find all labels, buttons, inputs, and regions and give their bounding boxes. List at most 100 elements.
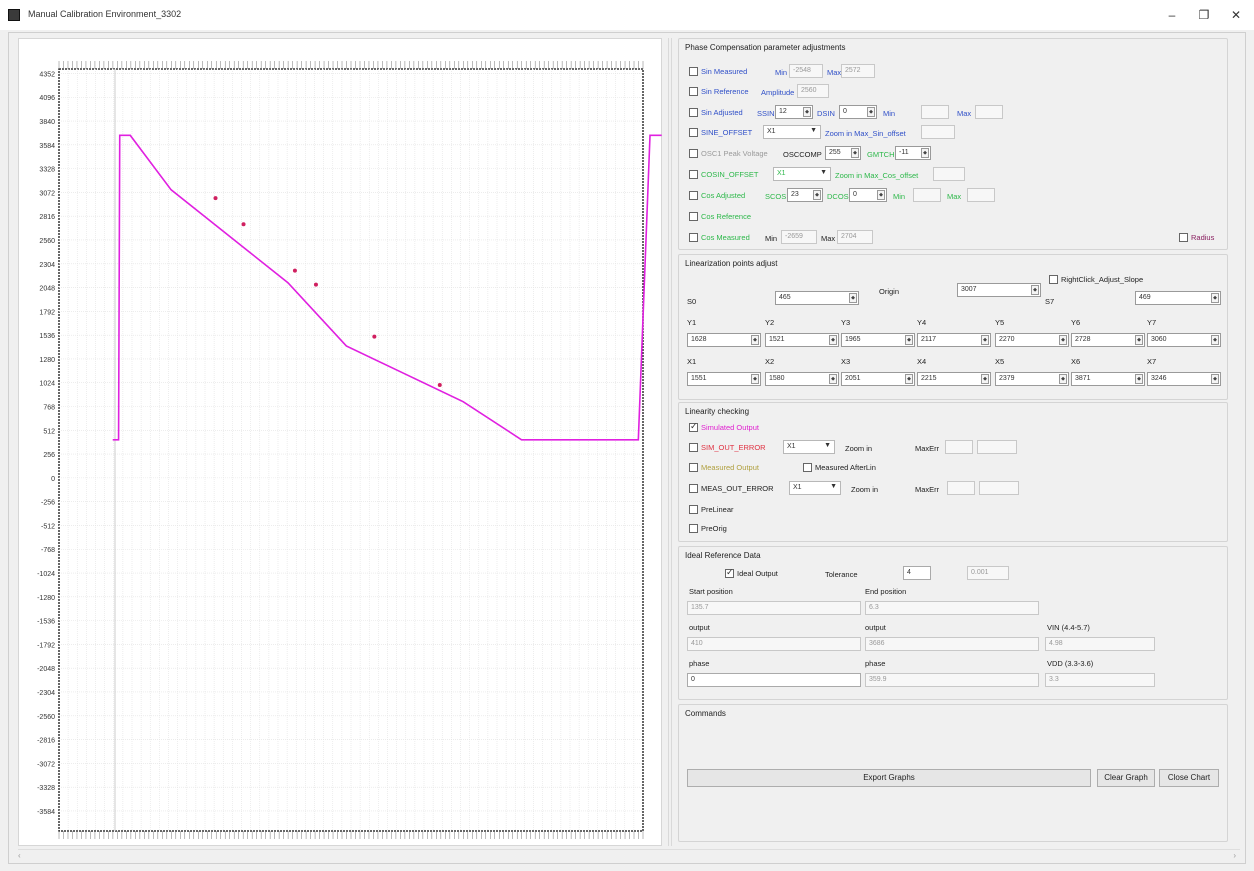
x1-spin-arrows[interactable]: ◆ bbox=[751, 374, 759, 384]
ssin-spinbox[interactable]: 12 ◆ bbox=[775, 105, 813, 119]
y1-spin-arrows[interactable]: ◆ bbox=[751, 335, 759, 345]
maxerr-field-1b[interactable] bbox=[977, 440, 1017, 454]
prelinear-checkbox[interactable] bbox=[689, 505, 698, 514]
output-field-1[interactable]: 410 bbox=[687, 637, 861, 651]
close-chart-button[interactable]: Close Chart bbox=[1159, 769, 1219, 787]
sim-out-error-combo[interactable]: X1 ▼ bbox=[783, 440, 835, 454]
x6-spin-arrows[interactable]: ◆ bbox=[1135, 374, 1143, 384]
s7-spinbox[interactable]: 469 ◆ bbox=[1135, 291, 1221, 305]
export-graphs-button[interactable]: Export Graphs bbox=[687, 769, 1091, 787]
s0-spinbox[interactable]: 465 ◆ bbox=[775, 291, 859, 305]
measured-output-checkbox[interactable] bbox=[689, 463, 698, 472]
output-field-2[interactable]: 3686 bbox=[865, 637, 1039, 651]
gmtch-spinbox[interactable]: -11 ◆ bbox=[895, 146, 931, 160]
start-position-field[interactable]: 135.7 bbox=[687, 601, 861, 615]
chart-panel[interactable]: 4352 4096 3840 3584 3328 3072 2816 2560 2304 2048… bbox=[18, 38, 662, 846]
sin-adjusted-checkbox[interactable] bbox=[689, 108, 698, 117]
y6-spin-arrows[interactable]: ◆ bbox=[1135, 335, 1143, 345]
measured-afterlin-checkbox[interactable] bbox=[803, 463, 812, 472]
sin-min-field[interactable]: -2548 bbox=[789, 64, 823, 78]
maxerr-field-2a[interactable] bbox=[947, 481, 975, 495]
scroll-right-icon[interactable]: › bbox=[1233, 851, 1236, 860]
osccomp-spin-arrows[interactable]: ◆ bbox=[851, 148, 859, 158]
max-cos-offset-field[interactable] bbox=[933, 167, 965, 181]
x7-spin-arrows[interactable]: ◆ bbox=[1211, 374, 1219, 384]
cos-adj-min-field[interactable] bbox=[913, 188, 941, 202]
scos-spin-arrows[interactable]: ◆ bbox=[813, 190, 821, 200]
cos-max-field[interactable]: 2704 bbox=[837, 230, 873, 244]
y4-spinbox[interactable]: 2117 ◆ bbox=[917, 333, 991, 347]
cos-reference-checkbox[interactable] bbox=[689, 212, 698, 221]
dsin-spinbox[interactable]: 0 ◆ bbox=[839, 105, 877, 119]
y7-spin-arrows[interactable]: ◆ bbox=[1211, 335, 1219, 345]
ideal-output-checkbox[interactable] bbox=[725, 567, 734, 578]
sin-measured-checkbox[interactable] bbox=[689, 67, 698, 76]
vdd-field[interactable]: 3.3 bbox=[1045, 673, 1155, 687]
x3-spin-arrows[interactable]: ◆ bbox=[905, 374, 913, 384]
x2-spinbox[interactable]: 1580 ◆ bbox=[765, 372, 839, 386]
x5-spinbox[interactable]: 2379 ◆ bbox=[995, 372, 1069, 386]
cos-adjusted-checkbox[interactable] bbox=[689, 191, 698, 200]
maximize-button[interactable]: ❐ bbox=[1198, 8, 1210, 22]
y3-spin-arrows[interactable]: ◆ bbox=[905, 335, 913, 345]
s0-spin-arrows[interactable]: ◆ bbox=[849, 293, 857, 303]
osc1-checkbox[interactable] bbox=[689, 149, 698, 158]
scroll-left-icon[interactable]: ‹ bbox=[18, 851, 21, 860]
clear-graph-button[interactable]: Clear Graph bbox=[1097, 769, 1155, 787]
dcos-spinbox[interactable]: 0 ◆ bbox=[849, 188, 887, 202]
phase-field-1[interactable]: 0 bbox=[687, 673, 861, 687]
x6-spinbox[interactable]: 3871 ◆ bbox=[1071, 372, 1145, 386]
sine-offset-combo[interactable]: X1 ▼ bbox=[763, 125, 821, 139]
sine-offset-checkbox[interactable] bbox=[689, 128, 698, 137]
preorig-checkbox[interactable] bbox=[689, 524, 698, 533]
osccomp-spinbox[interactable]: 255 ◆ bbox=[825, 146, 861, 160]
calibration-chart[interactable]: 4352409638403584332830722816256023042048… bbox=[19, 39, 663, 847]
cos-adj-max-field[interactable] bbox=[967, 188, 995, 202]
ssin-spin-arrows[interactable]: ◆ bbox=[803, 107, 811, 117]
x3-spinbox[interactable]: 2051 ◆ bbox=[841, 372, 915, 386]
y4-spin-arrows[interactable]: ◆ bbox=[981, 335, 989, 345]
gmtch-spin-arrows[interactable]: ◆ bbox=[921, 148, 929, 158]
cosin-offset-checkbox[interactable] bbox=[689, 170, 698, 179]
phase-field-2[interactable]: 359.9 bbox=[865, 673, 1039, 687]
sin-adj-max-field[interactable] bbox=[975, 105, 1003, 119]
sim-out-error-checkbox[interactable] bbox=[689, 443, 698, 452]
x2-spin-arrows[interactable]: ◆ bbox=[829, 374, 837, 384]
y5-spinbox[interactable]: 2270 ◆ bbox=[995, 333, 1069, 347]
x4-spin-arrows[interactable]: ◆ bbox=[981, 374, 989, 384]
tolerance-value-field[interactable]: 0.001 bbox=[967, 566, 1009, 580]
meas-out-error-checkbox[interactable] bbox=[689, 484, 698, 493]
sin-reference-checkbox[interactable] bbox=[689, 87, 698, 96]
y2-spin-arrows[interactable]: ◆ bbox=[829, 335, 837, 345]
origin-spinbox[interactable]: 3007 ◆ bbox=[957, 283, 1041, 297]
y5-spin-arrows[interactable]: ◆ bbox=[1059, 335, 1067, 345]
maxerr-field-1a[interactable] bbox=[945, 440, 973, 454]
y7-spinbox[interactable]: 3060 ◆ bbox=[1147, 333, 1221, 347]
x5-spin-arrows[interactable]: ◆ bbox=[1059, 374, 1067, 384]
y3-spinbox[interactable]: 1965 ◆ bbox=[841, 333, 915, 347]
dsin-spin-arrows[interactable]: ◆ bbox=[867, 107, 875, 117]
radius-checkbox[interactable] bbox=[1179, 233, 1188, 242]
s7-spin-arrows[interactable]: ◆ bbox=[1211, 293, 1219, 303]
x1-spinbox[interactable]: 1551 ◆ bbox=[687, 372, 761, 386]
y6-spinbox[interactable]: 2728 ◆ bbox=[1071, 333, 1145, 347]
maxerr-field-2b[interactable] bbox=[979, 481, 1019, 495]
horizontal-scrollbar[interactable]: ‹ › bbox=[18, 849, 1240, 861]
close-button[interactable]: ✕ bbox=[1230, 8, 1242, 22]
end-position-field[interactable]: 6.3 bbox=[865, 601, 1039, 615]
dcos-spin-arrows[interactable]: ◆ bbox=[877, 190, 885, 200]
vin-field[interactable]: 4.98 bbox=[1045, 637, 1155, 651]
x7-spinbox[interactable]: 3246 ◆ bbox=[1147, 372, 1221, 386]
scos-spinbox[interactable]: 23 ◆ bbox=[787, 188, 823, 202]
panel-splitter[interactable] bbox=[668, 38, 672, 846]
y1-spinbox[interactable]: 1628 ◆ bbox=[687, 333, 761, 347]
origin-spin-arrows[interactable]: ◆ bbox=[1031, 285, 1039, 295]
y2-spinbox[interactable]: 1521 ◆ bbox=[765, 333, 839, 347]
cos-measured-checkbox[interactable] bbox=[689, 233, 698, 242]
tolerance-field[interactable]: 4 bbox=[903, 566, 931, 580]
meas-out-error-combo[interactable]: X1 ▼ bbox=[789, 481, 841, 495]
sin-adj-min-field[interactable] bbox=[921, 105, 949, 119]
cosin-offset-combo[interactable]: X1 ▼ bbox=[773, 167, 831, 181]
right-click-adjust-slope-checkbox[interactable] bbox=[1049, 275, 1058, 284]
max-sin-offset-field[interactable] bbox=[921, 125, 955, 139]
